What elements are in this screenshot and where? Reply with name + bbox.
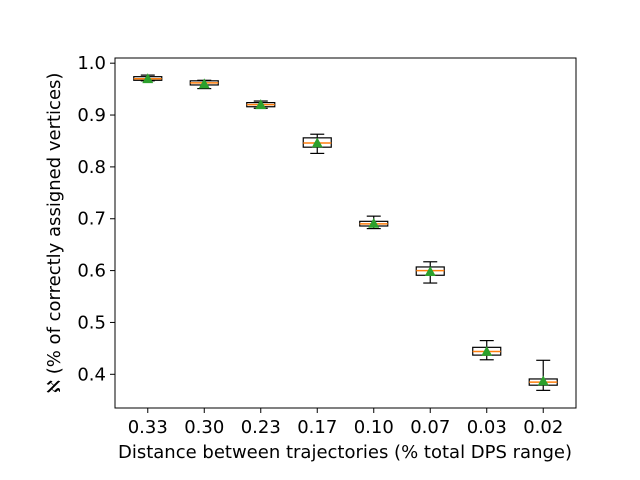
box-0.10 xyxy=(359,215,389,230)
mean-marker xyxy=(368,217,380,228)
mean-marker xyxy=(481,345,493,356)
x-axis-ticks: 0.33 0.30 0.23 0.17 0.10 0.07 0.03 0.02 xyxy=(128,408,563,438)
box-0.03 xyxy=(472,339,502,361)
mean-marker xyxy=(255,99,267,110)
box-0.02 xyxy=(528,359,558,391)
y-axis-label: ℵ (% of correctly assigned vertices) xyxy=(44,73,65,394)
y-tick-label: 0.8 xyxy=(77,157,106,178)
x-tick-label: 0.33 xyxy=(128,417,168,438)
y-tick-label: 0.4 xyxy=(77,364,106,385)
box-marks xyxy=(133,73,558,391)
x-tick-label: 0.17 xyxy=(297,417,337,438)
x-tick-label: 0.30 xyxy=(184,417,224,438)
x-tick-label: 0.10 xyxy=(354,417,394,438)
y-tick-label: 1.0 xyxy=(77,53,106,74)
mean-marker xyxy=(311,137,323,148)
box-0.30 xyxy=(189,78,219,90)
mean-marker xyxy=(537,375,549,386)
box-0.07 xyxy=(415,261,445,284)
y-axis-ticks: 0.4 0.5 0.6 0.7 0.8 0.9 1.0 xyxy=(77,53,115,385)
mean-marker xyxy=(142,73,154,84)
x-tick-label: 0.23 xyxy=(241,417,281,438)
y-tick-label: 0.5 xyxy=(77,312,106,333)
box-0.33 xyxy=(133,73,163,84)
x-tick-label: 0.07 xyxy=(410,417,450,438)
mean-marker xyxy=(198,78,210,89)
box-0.17 xyxy=(302,133,332,155)
x-tick-label: 0.02 xyxy=(523,417,563,438)
plot-frame xyxy=(114,57,577,409)
y-tick-label: 0.6 xyxy=(77,261,106,282)
mean-marker xyxy=(424,266,436,277)
x-tick-label: 0.03 xyxy=(467,417,507,438)
x-axis-label: Distance between trajectories (% total D… xyxy=(118,442,572,463)
box-0.23 xyxy=(246,99,276,110)
y-tick-label: 0.9 xyxy=(77,105,106,126)
y-tick-label: 0.7 xyxy=(77,209,106,230)
